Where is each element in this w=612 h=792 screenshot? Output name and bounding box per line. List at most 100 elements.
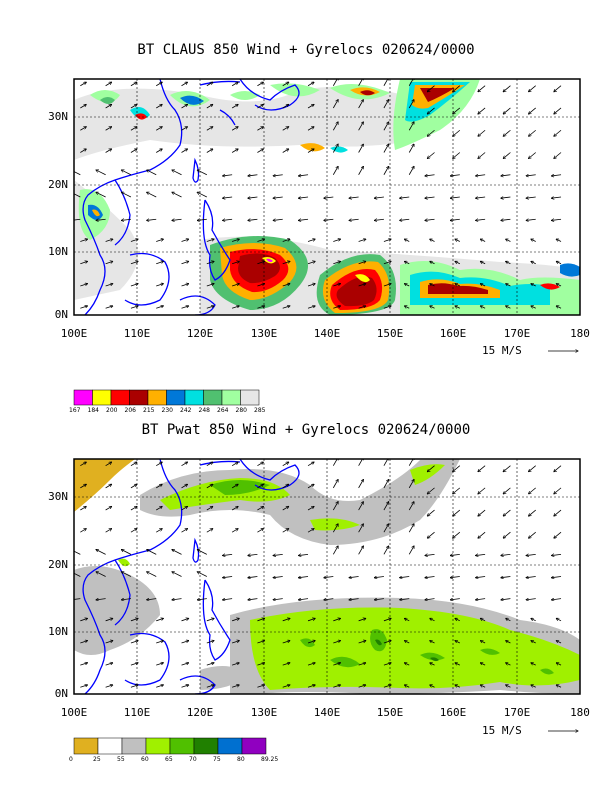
- wind-arrow: [80, 618, 87, 622]
- wind-arrow: [307, 284, 315, 287]
- wind-arrow: [172, 170, 182, 176]
- wind-arrow: [172, 599, 182, 600]
- wind-arrow: [531, 663, 536, 666]
- wind-arrow: [526, 197, 536, 198]
- wind-arrow: [80, 685, 87, 688]
- wind-arrow: [450, 175, 460, 176]
- wind-arrow: [453, 465, 461, 472]
- wind-arrow: [450, 219, 460, 220]
- wind-arrow: [476, 554, 486, 555]
- wind-arrow: [476, 599, 486, 600]
- colorbar-label: 206: [124, 407, 136, 414]
- wind-arrow: [551, 219, 562, 220]
- wind-arrow: [503, 509, 511, 516]
- wind-arrow: [400, 197, 410, 198]
- wind-arrow: [206, 663, 214, 666]
- colorbar-label: 89.25: [261, 756, 279, 763]
- wind-arrow: [257, 261, 264, 265]
- wind-arrow: [531, 618, 536, 622]
- wind-arrow: [358, 524, 364, 533]
- wind-arrow: [358, 144, 364, 153]
- wind-arrow: [358, 306, 366, 309]
- wind-arrow: [408, 79, 414, 86]
- wind-arrow: [383, 546, 389, 555]
- wind-arrow: [453, 85, 461, 92]
- wind-arrow: [478, 107, 486, 114]
- wind-arrow: [430, 239, 435, 242]
- wind-arrow: [476, 175, 486, 176]
- wind-arrow: [282, 685, 290, 688]
- wind-arrow: [197, 192, 208, 198]
- wind-arrow: [455, 618, 461, 622]
- colorbar-swatch: [221, 389, 241, 406]
- wind-arrow: [332, 122, 338, 131]
- wind-arrow: [501, 554, 511, 555]
- colorbar-swatch: [184, 389, 204, 406]
- wind-arrow: [427, 465, 435, 472]
- wind-arrow: [307, 261, 315, 265]
- wind-arrow: [181, 127, 188, 131]
- wind-arrow: [332, 79, 338, 86]
- colorbar-swatch: [73, 389, 93, 406]
- wind-arrow: [231, 484, 238, 489]
- wind-arrow: [130, 127, 137, 131]
- wind-arrow: [455, 685, 461, 688]
- wind-arrow: [257, 127, 263, 131]
- wind-arrow: [453, 487, 461, 494]
- wind-arrow: [531, 239, 536, 242]
- wind-arrow: [80, 462, 86, 467]
- colorbar-panel1: [73, 389, 260, 406]
- wind-arrow: [156, 685, 163, 688]
- wind-arrow: [349, 577, 359, 578]
- wind-arrow: [181, 529, 188, 533]
- wind-arrow: [478, 487, 486, 494]
- wind-arrow: [130, 149, 137, 153]
- wind-arrow: [231, 462, 238, 467]
- wind-arrow: [74, 572, 81, 577]
- wind-arrow: [181, 306, 189, 309]
- wind-arrow: [273, 554, 283, 555]
- colorbar-swatch: [193, 737, 219, 755]
- wind-arrow: [105, 618, 113, 622]
- wind-arrow: [231, 104, 238, 109]
- wind-arrow: [551, 599, 562, 600]
- wind-arrow: [383, 459, 389, 466]
- ylabel2-10n: 10N: [48, 625, 68, 638]
- wind-arrow: [105, 506, 112, 511]
- colorbar-label: 80: [237, 756, 245, 763]
- wind-arrow: [503, 465, 511, 472]
- wind-arrow: [74, 598, 81, 600]
- wind-arrow: [80, 306, 87, 309]
- wind-arrow: [480, 663, 486, 666]
- wind-arrow: [383, 144, 389, 153]
- wind-arrow: [130, 529, 137, 533]
- frame-panel1: [73, 78, 581, 316]
- wind-arrow: [332, 144, 338, 153]
- wind-arrow: [156, 261, 163, 265]
- wind-arrow: [80, 104, 86, 109]
- wind-arrow: [408, 122, 414, 131]
- colorbar-label: 248: [198, 407, 210, 414]
- wind-arrow: [156, 104, 162, 109]
- wind-arrow: [307, 484, 314, 489]
- xlabel2-160e: 160E: [439, 706, 467, 719]
- wind-arrow: [257, 685, 264, 688]
- wind-arrow: [556, 618, 562, 622]
- wind-arrow: [181, 239, 189, 242]
- wind-arrow: [333, 239, 340, 242]
- wind-arrow: [223, 554, 233, 555]
- wind-arrow: [425, 197, 435, 198]
- colorbar-swatch: [147, 389, 167, 406]
- wind-arrow: [307, 104, 314, 109]
- coastline-panel1: [82, 79, 300, 315]
- wind-arrow: [531, 306, 536, 309]
- wind-arrow: [74, 171, 81, 176]
- wind-arrow: [181, 641, 189, 644]
- wind-arrow: [105, 685, 113, 688]
- wind-arrow: [556, 284, 562, 287]
- wind-arrow: [383, 479, 389, 489]
- wind-arrow: [257, 462, 263, 467]
- wind-arrow: [223, 577, 233, 578]
- wind-arrow: [529, 85, 536, 92]
